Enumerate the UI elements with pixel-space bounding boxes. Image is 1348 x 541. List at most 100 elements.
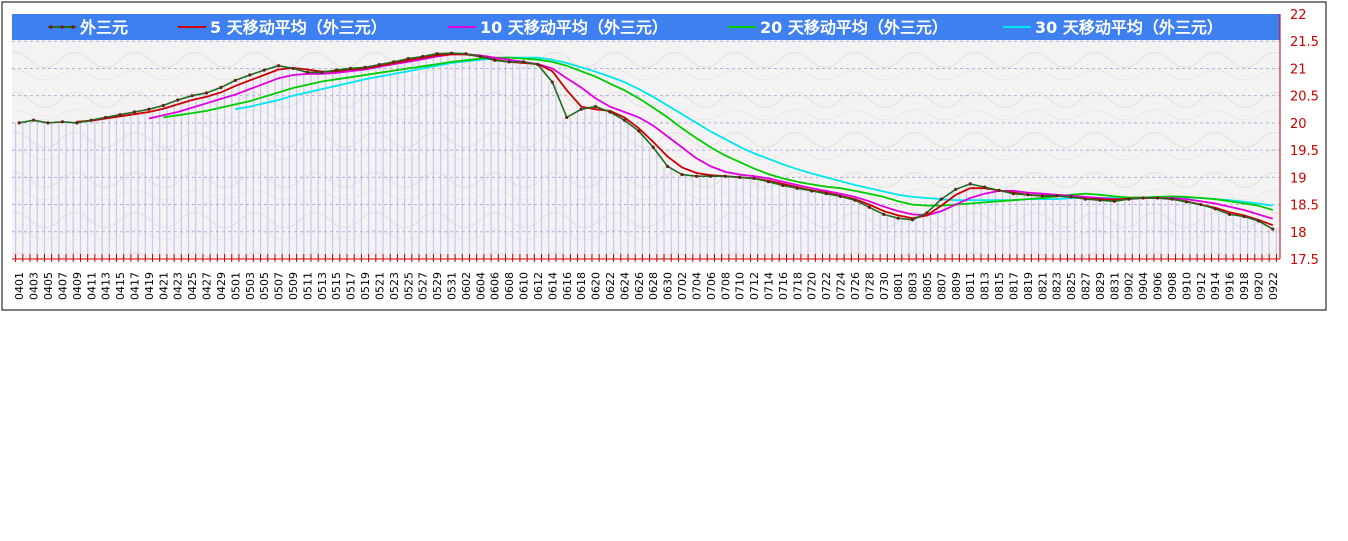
x-tick-label: 0606 xyxy=(489,272,502,300)
data-point xyxy=(1011,192,1016,196)
data-point xyxy=(651,145,655,149)
x-tick-label: 0503 xyxy=(244,272,257,300)
data-point xyxy=(709,174,713,178)
x-tick-label: 0831 xyxy=(1108,272,1121,300)
grid-lines xyxy=(12,40,1280,233)
x-tick-label: 0608 xyxy=(503,272,516,300)
x-tick-label: 0908 xyxy=(1166,272,1179,300)
x-tick-label: 0708 xyxy=(719,272,732,300)
x-tick-label: 0712 xyxy=(748,272,761,300)
data-point xyxy=(507,60,511,64)
data-point xyxy=(954,187,958,191)
data-point xyxy=(1098,198,1102,202)
x-tick-label: 0809 xyxy=(950,272,963,300)
data-point xyxy=(478,54,482,59)
data-point xyxy=(435,52,439,56)
data-point xyxy=(132,110,137,114)
data-point xyxy=(118,113,122,117)
x-tick-label: 0505 xyxy=(258,272,271,300)
data-point xyxy=(694,174,699,178)
x-tick-label: 0411 xyxy=(85,272,98,300)
x-tick-label: 0501 xyxy=(229,272,242,300)
y-tick-label: 20 xyxy=(1290,117,1307,132)
data-point xyxy=(1213,207,1217,211)
x-tick-label: 0509 xyxy=(287,272,300,300)
x-tick-label: 0918 xyxy=(1238,272,1251,300)
data-point xyxy=(608,110,612,114)
data-point xyxy=(406,57,410,61)
x-tick-label: 0726 xyxy=(849,272,862,300)
x-tick-label: 0401 xyxy=(13,272,26,300)
x-tick-label: 0622 xyxy=(604,272,617,300)
data-point xyxy=(579,107,583,111)
data-point xyxy=(795,186,799,190)
legend-band xyxy=(12,14,1280,40)
x-tick-label: 0409 xyxy=(71,272,84,300)
legend-swatch-marker xyxy=(49,25,53,29)
x-tick-label: 0421 xyxy=(157,272,170,300)
x-tick-label: 0724 xyxy=(835,272,848,300)
data-point xyxy=(349,66,353,71)
data-point xyxy=(1127,197,1131,201)
data-point xyxy=(493,58,497,62)
data-point xyxy=(1170,197,1174,201)
data-point xyxy=(276,64,281,68)
x-tick-label: 0612 xyxy=(532,272,545,300)
x-tick-label: 0403 xyxy=(28,272,41,300)
data-point xyxy=(536,63,540,67)
x-tick-label: 0513 xyxy=(316,272,329,300)
data-point xyxy=(334,68,338,72)
data-point xyxy=(781,183,785,188)
x-tick-label: 0511 xyxy=(301,272,314,300)
y-tick-label: 21 xyxy=(1290,62,1307,77)
x-tick-label: 0710 xyxy=(734,272,747,300)
x-tick-label: 0815 xyxy=(993,272,1006,300)
legend-label: 20 天移动平均（外三元） xyxy=(760,18,948,37)
data-point xyxy=(838,194,843,198)
data-point xyxy=(622,118,626,122)
data-point xyxy=(161,103,165,108)
x-tick-label: 0920 xyxy=(1252,272,1265,300)
data-point xyxy=(32,118,36,122)
y-tick-label: 19 xyxy=(1290,171,1307,186)
data-point xyxy=(1184,200,1188,204)
series-line xyxy=(19,52,1274,230)
data-point xyxy=(1271,227,1275,231)
data-point xyxy=(1242,214,1246,219)
data-point xyxy=(233,78,237,83)
x-tick-label: 0807 xyxy=(935,272,948,300)
data-point xyxy=(464,52,468,56)
x-tick-label: 0906 xyxy=(1152,272,1165,300)
data-point xyxy=(738,175,742,179)
y-tick-label: 19.5 xyxy=(1290,144,1319,159)
x-tick-label: 0702 xyxy=(676,272,689,300)
x-tick-label: 0407 xyxy=(56,272,69,300)
x-tick-label: 0626 xyxy=(633,272,646,300)
data-point xyxy=(363,65,367,69)
data-point xyxy=(320,70,324,74)
x-tick-label: 0714 xyxy=(762,272,775,300)
x-tick-label: 0720 xyxy=(806,272,819,300)
legend-label: 30 天移动平均（外三元） xyxy=(1035,18,1223,37)
data-point xyxy=(867,205,871,209)
x-tick-label: 0419 xyxy=(143,272,156,300)
x-tick-label: 0620 xyxy=(590,272,603,300)
data-point xyxy=(723,174,727,178)
x-tick-label: 0706 xyxy=(705,272,718,300)
data-point xyxy=(46,121,50,125)
data-point xyxy=(896,216,900,220)
data-point xyxy=(666,164,670,169)
price-chart: 外三元 5 天移动平均（外三元） 10 天移动平均（外三元） 20 天移动平均（外三元… xyxy=(1,1,1327,311)
legend-swatch-marker xyxy=(71,25,75,29)
series-lines xyxy=(17,51,1275,231)
x-tick-label: 0902 xyxy=(1123,272,1136,300)
data-point xyxy=(305,70,309,74)
x-tick-label: 0628 xyxy=(647,272,660,300)
y-tick-label: 22 xyxy=(1290,8,1307,23)
x-tick-label: 0803 xyxy=(907,272,920,300)
x-tick-label: 0630 xyxy=(662,272,675,300)
x-tick-label: 0517 xyxy=(345,272,358,300)
data-point xyxy=(637,129,641,133)
x-tick-label: 0417 xyxy=(128,272,141,300)
x-tick-label: 0413 xyxy=(100,272,113,300)
